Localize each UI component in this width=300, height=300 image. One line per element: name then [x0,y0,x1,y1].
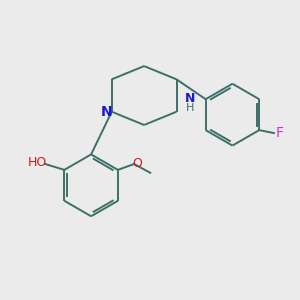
Text: HO: HO [27,156,46,169]
Text: H: H [185,103,194,112]
Text: O: O [133,157,142,170]
Text: N: N [100,105,112,119]
Text: N: N [184,92,195,105]
Text: F: F [276,126,284,140]
